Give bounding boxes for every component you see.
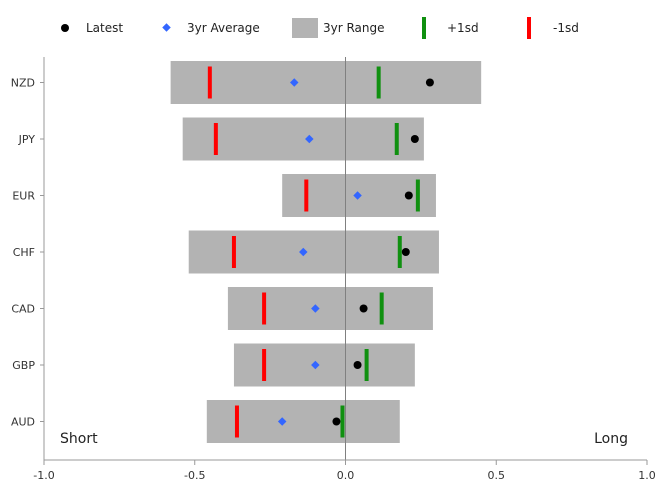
range-bar-chf — [188, 230, 439, 274]
category-label-gbp: GBP — [12, 359, 35, 372]
minus-sd-marker-eur — [304, 179, 309, 212]
legend-minus-sd-label: -1sd — [553, 21, 579, 35]
plus-sd-marker-chf — [397, 236, 402, 268]
latest-marker-cad — [359, 304, 368, 313]
latest-marker-chf — [401, 248, 410, 256]
category-label-aud: AUD — [11, 416, 35, 429]
range-bar-nzd — [170, 61, 482, 104]
legend-average-marker — [162, 23, 171, 32]
plus-sd-marker-eur — [415, 179, 420, 212]
range-bar-cad — [227, 287, 433, 330]
legend-plus-sd-marker — [422, 17, 426, 39]
legend-average-label: 3yr Average — [187, 21, 260, 35]
plus-sd-marker-cad — [379, 292, 384, 325]
minus-sd-marker-gbp — [262, 349, 267, 381]
average-marker-eur — [353, 191, 362, 200]
minus-sd-marker-cad — [262, 292, 267, 325]
legend-minus-sd-marker — [527, 17, 531, 39]
latest-marker-aud — [332, 417, 341, 426]
x-tick-label: -1.0 — [33, 469, 54, 482]
range-bar-jpy — [182, 117, 424, 161]
legend-plus-sd-label: +1sd — [447, 21, 479, 35]
plus-sd-marker-nzd — [376, 66, 381, 99]
plus-sd-marker-aud — [340, 405, 345, 438]
minus-sd-marker-aud — [234, 405, 239, 438]
plot-area: -1.0 -0.5 0.0 0.5 1.0 NZD JPY EUR CHF CAD GBP AUD — [11, 57, 656, 482]
range-bar-gbp — [233, 343, 415, 387]
x-tick-label: 0.5 — [488, 469, 506, 482]
short-label: Short — [60, 431, 98, 447]
x-tick-label: -0.5 — [184, 469, 205, 482]
legend: Latest 3yr Average 3yr Range +1sd -1sd — [61, 17, 579, 39]
plus-sd-marker-jpy — [394, 123, 399, 155]
average-marker-aud — [277, 417, 287, 426]
long-label: Long — [594, 431, 628, 447]
plus-sd-marker-gbp — [364, 349, 369, 381]
x-tick-label: 1.0 — [638, 469, 656, 482]
average-marker-cad — [311, 304, 320, 313]
average-marker-gbp — [311, 360, 320, 370]
latest-marker-gbp — [353, 361, 362, 369]
legend-latest-label: Latest — [86, 21, 123, 35]
latest-marker-nzd — [425, 78, 434, 87]
minus-sd-marker-nzd — [207, 66, 212, 99]
latest-marker-jpy — [410, 135, 419, 143]
average-marker-jpy — [305, 134, 314, 144]
category-label-eur: EUR — [12, 190, 35, 203]
category-label-nzd: NZD — [11, 77, 35, 90]
average-marker-nzd — [290, 78, 299, 87]
category-label-jpy: JPY — [18, 133, 36, 146]
legend-range-label: 3yr Range — [323, 21, 385, 35]
legend-latest-marker — [61, 24, 69, 32]
category-label-chf: CHF — [13, 246, 35, 259]
category-label-cad: CAD — [11, 303, 35, 316]
minus-sd-marker-jpy — [213, 123, 218, 155]
latest-marker-eur — [404, 191, 413, 200]
range-bar-aud — [206, 400, 400, 443]
x-tick-label: 0.0 — [337, 469, 355, 482]
minus-sd-marker-chf — [231, 236, 236, 268]
average-marker-chf — [299, 247, 308, 257]
legend-range-swatch — [292, 18, 318, 38]
